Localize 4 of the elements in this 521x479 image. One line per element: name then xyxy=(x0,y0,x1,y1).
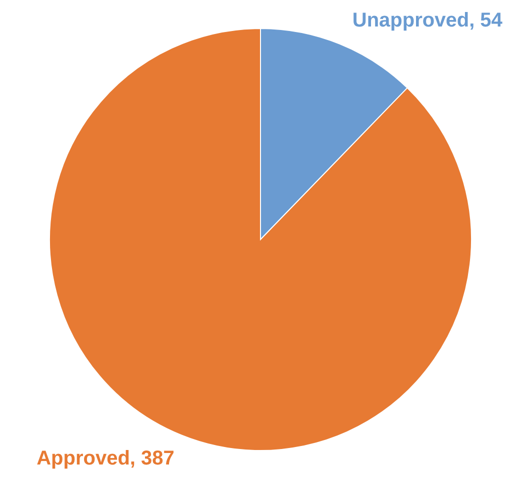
data-label: , 387 xyxy=(130,447,174,470)
slice-label: Approved xyxy=(36,447,130,470)
data-label: , 54 xyxy=(469,10,504,32)
slice-label: Unapproved xyxy=(352,10,470,32)
